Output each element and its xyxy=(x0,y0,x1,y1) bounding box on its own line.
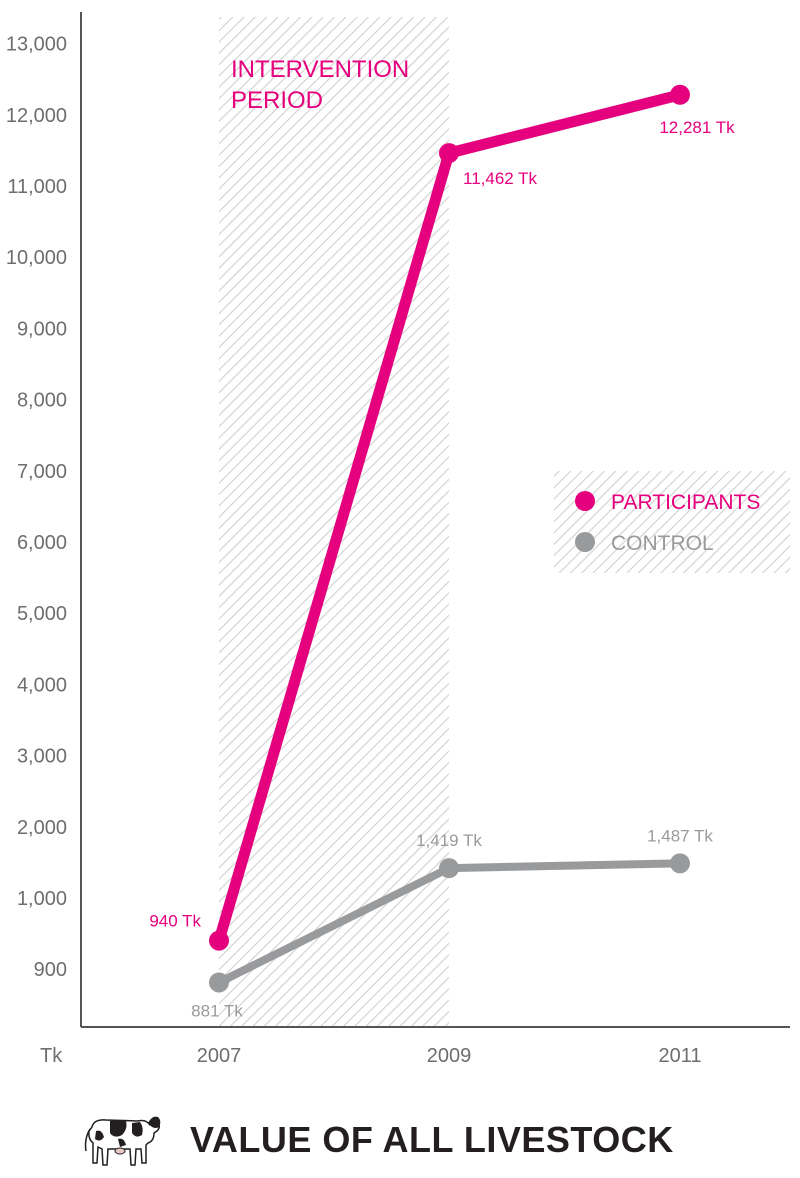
data-label: 940 Tk xyxy=(149,912,201,931)
legend-control-label: CONTROL xyxy=(611,532,714,555)
series-control: 881 Tk 1,419 Tk 1,487 Tk xyxy=(191,826,713,1020)
legend-participants-label: PARTICIPANTS xyxy=(611,491,760,514)
x-tick-label: 2007 xyxy=(197,1045,242,1067)
data-label: 1,487 Tk xyxy=(647,826,713,845)
data-label: 11,462 Tk xyxy=(463,169,538,188)
y-tick-label: 1,000 xyxy=(17,888,67,910)
x-tick-label: 2011 xyxy=(658,1045,701,1067)
intervention-period-band xyxy=(219,17,449,1027)
data-point xyxy=(209,972,229,993)
cow-icon xyxy=(84,1116,161,1166)
y-tick-label: 900 xyxy=(34,959,67,981)
data-label: 12,281 Tk xyxy=(659,118,735,137)
y-tick-label: 6,000 xyxy=(17,532,67,554)
title-row: VALUE OF ALL LIVESTOCK xyxy=(0,1105,800,1175)
x-tick-label: 2009 xyxy=(427,1045,472,1067)
data-label: 1,419 Tk xyxy=(416,831,482,850)
y-tick-label: 8,000 xyxy=(17,390,67,412)
data-point xyxy=(670,853,690,874)
legend-participants-marker xyxy=(575,491,595,511)
y-tick-label: 5,000 xyxy=(17,603,67,625)
y-axis-unit-label: Tk xyxy=(40,1045,63,1067)
axes xyxy=(80,12,790,1028)
y-tick-label: 7,000 xyxy=(17,461,67,483)
y-tick-label: 10,000 xyxy=(6,247,67,269)
data-label: 881 Tk xyxy=(191,1001,243,1020)
data-point xyxy=(670,84,690,105)
data-point xyxy=(439,858,459,879)
y-tick-label: 13,000 xyxy=(6,34,67,56)
chart: INTERVENTION PERIOD PARTICIPANTS CONTROL… xyxy=(6,12,790,1067)
y-tick-label: 11,000 xyxy=(7,176,67,198)
intervention-period-label: INTERVENTION xyxy=(231,56,409,83)
data-point xyxy=(209,930,229,951)
legend: PARTICIPANTS CONTROL xyxy=(554,471,790,573)
data-point xyxy=(439,143,459,164)
y-tick-label: 4,000 xyxy=(17,674,67,696)
intervention-period-label-2: PERIOD xyxy=(231,87,323,114)
y-tick-label: 3,000 xyxy=(17,746,67,768)
y-tick-label: 9,000 xyxy=(17,318,67,340)
y-tick-label: 2,000 xyxy=(17,817,67,839)
legend-control-marker xyxy=(575,532,595,552)
y-tick-label: 12,000 xyxy=(6,105,67,127)
series-participants: 940 Tk 11,462 Tk 12,281 Tk xyxy=(149,84,735,951)
chart-title: VALUE OF ALL LIVESTOCK xyxy=(190,1119,674,1160)
